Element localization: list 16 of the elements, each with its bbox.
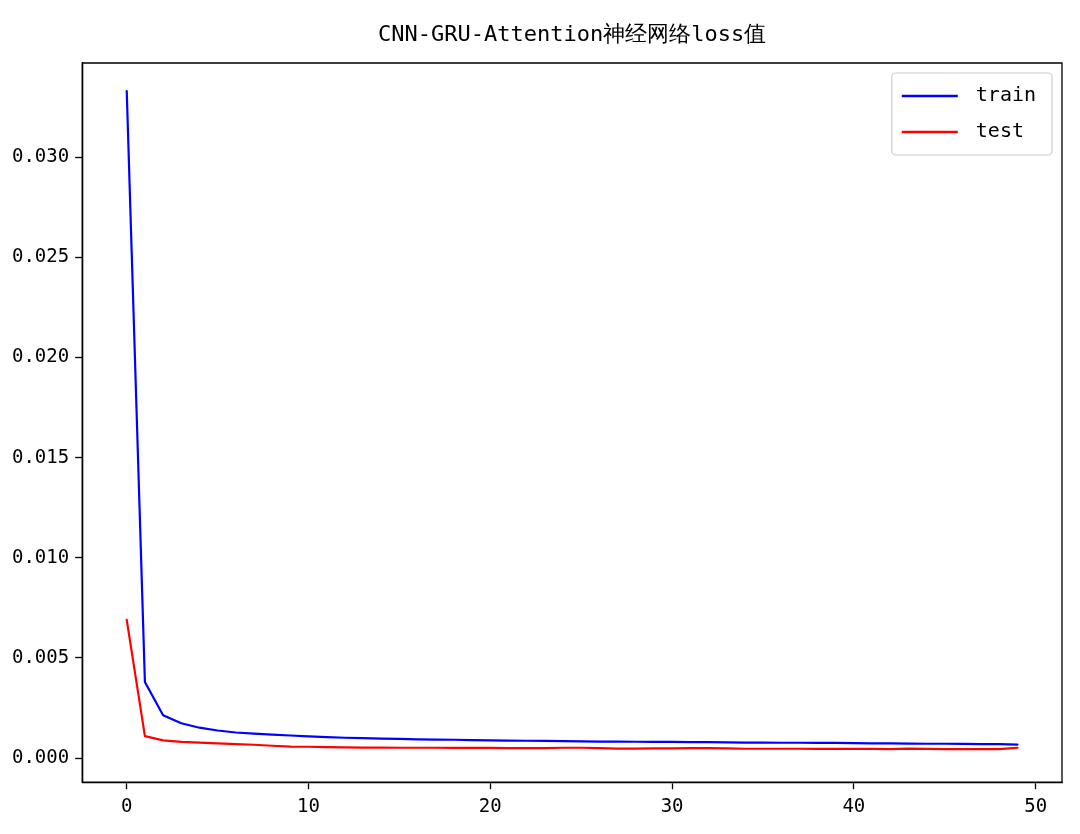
x-tick-label: 40: [842, 793, 866, 816]
y-tick-label: 0.000: [11, 745, 70, 768]
x-tick-label: 10: [297, 793, 320, 816]
y-tick-label: 0.030: [11, 144, 70, 167]
y-tick-label: 0.020: [11, 344, 70, 367]
legend-label: train: [975, 82, 1037, 107]
y-tick-label: 0.015: [11, 444, 70, 467]
legend-label: test: [975, 118, 1024, 143]
y-tick-label: 0.025: [11, 244, 70, 267]
x-tick-label: 50: [1024, 793, 1048, 816]
x-tick-label: 30: [660, 793, 684, 816]
chart-title: CNN-GRU-Attention神经网络loss值: [378, 20, 767, 46]
y-tick-label: 0.005: [11, 644, 70, 667]
x-tick-label: 0: [121, 793, 133, 816]
y-tick-label: 0.010: [11, 544, 70, 567]
x-tick-label: 20: [478, 793, 502, 816]
